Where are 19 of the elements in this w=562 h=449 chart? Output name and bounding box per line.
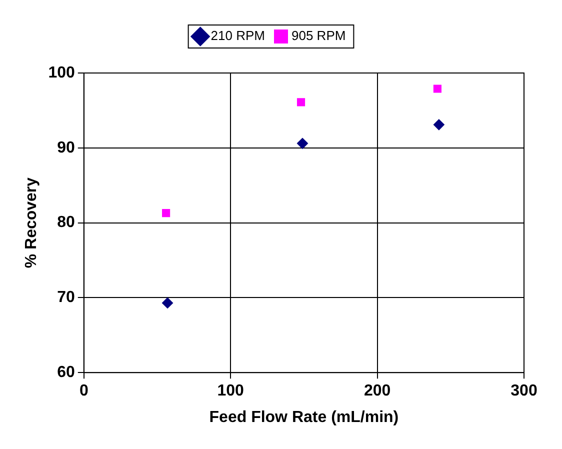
x-tick-label: 200: [364, 382, 391, 400]
point: [433, 119, 444, 130]
point: [162, 297, 174, 308]
y-tick-label: 60: [57, 364, 75, 382]
legend-label: 905 RPM: [292, 28, 346, 44]
point: [433, 84, 442, 93]
legend-label: 210 RPM: [210, 28, 266, 44]
point: [296, 138, 308, 149]
point: [162, 209, 170, 218]
x-tick-label: 100: [217, 382, 244, 400]
y-axis-title: % Recovery: [23, 177, 40, 268]
y-tick-label: 100: [48, 64, 75, 82]
y-tick-label: 90: [57, 139, 75, 156]
x-tick-label: 300: [510, 382, 538, 400]
x-tick-label: 0: [79, 382, 88, 400]
y-tick-label: 80: [57, 214, 75, 232]
x-axis-title: Feed Flow Rate (mL/min): [209, 408, 399, 426]
y-tick-label: 70: [57, 289, 75, 306]
point: [296, 98, 306, 106]
